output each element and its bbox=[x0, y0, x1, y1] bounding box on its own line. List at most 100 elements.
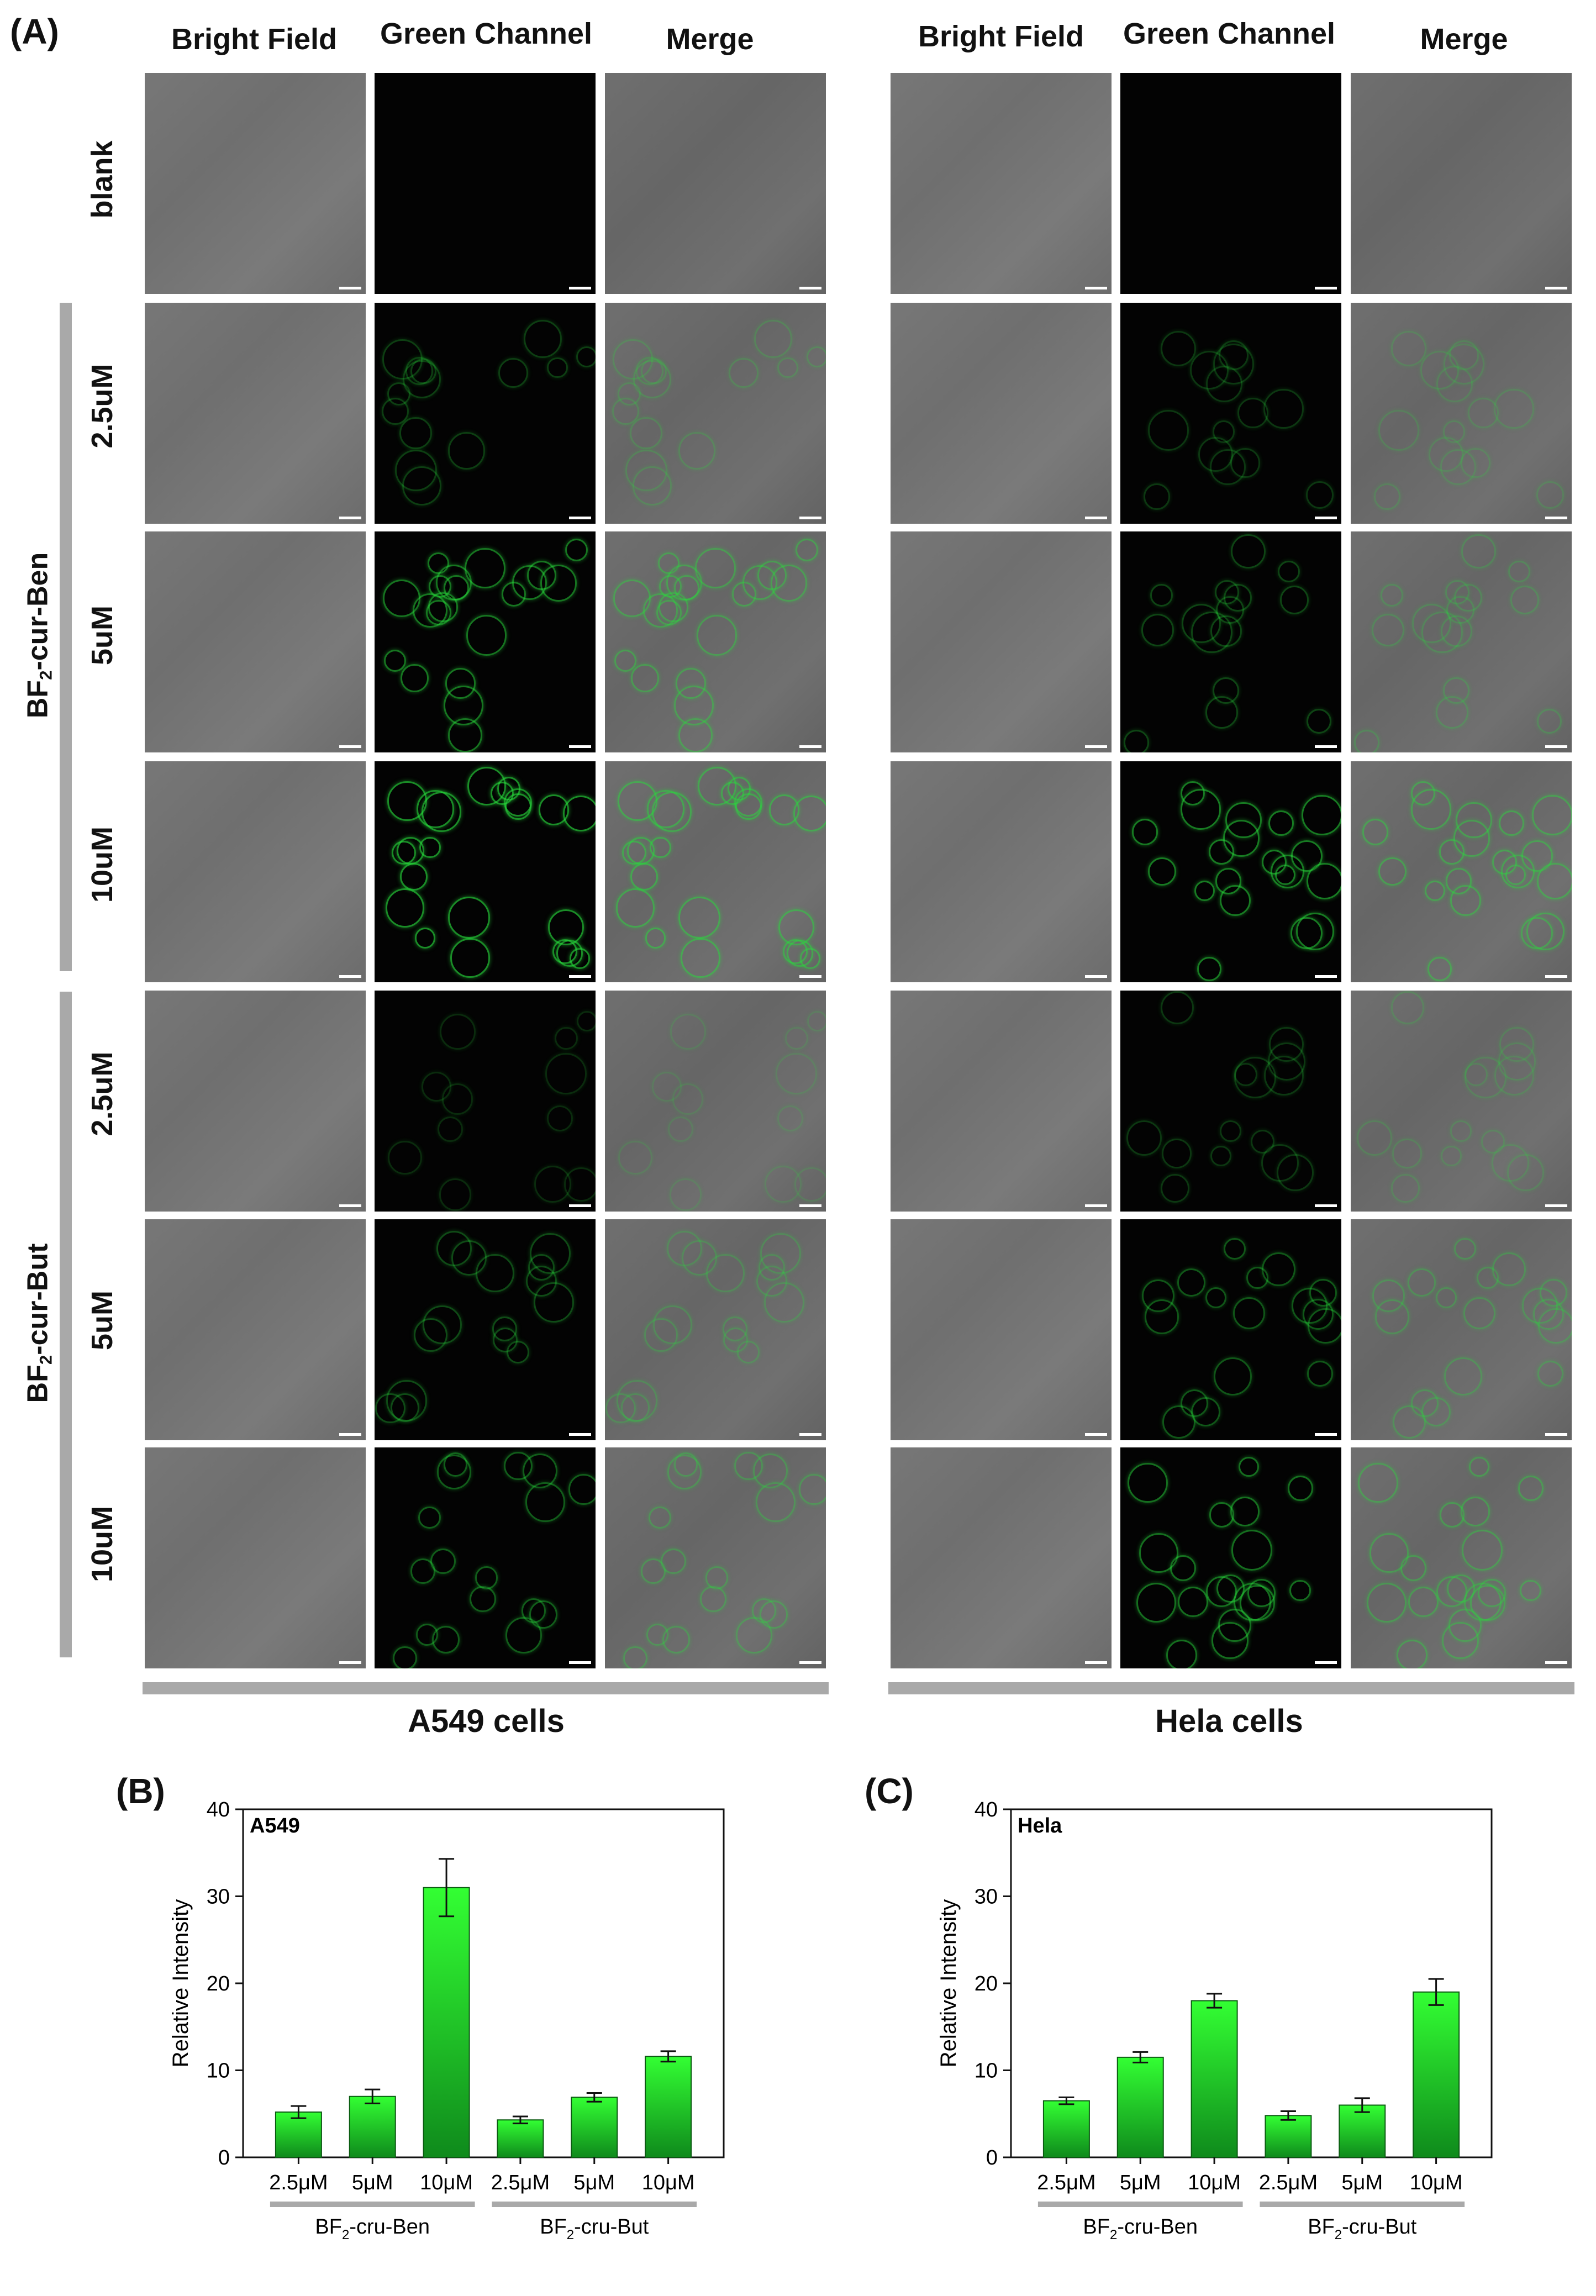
cell-fluorescence bbox=[1372, 1279, 1405, 1312]
cell-fluorescence bbox=[1378, 857, 1407, 886]
cell-fluorescence bbox=[1454, 1237, 1476, 1260]
cell-fluorescence bbox=[1271, 855, 1304, 888]
cell-fluorescence bbox=[1223, 820, 1260, 857]
scale-bar bbox=[569, 517, 591, 519]
cell-fluorescence bbox=[1306, 708, 1332, 734]
cell-fluorescence bbox=[798, 1474, 826, 1505]
cell-fluorescence bbox=[525, 1482, 566, 1523]
a549-tile-r1-mg bbox=[605, 303, 826, 524]
hela-tile-r2-mg bbox=[1351, 531, 1572, 752]
cell-fluorescence bbox=[1460, 1497, 1490, 1526]
cell-fluorescence bbox=[1205, 1287, 1227, 1308]
cell-fluorescence bbox=[1462, 1530, 1503, 1571]
scale-bar bbox=[1085, 517, 1107, 519]
cell-fluorescence bbox=[399, 862, 428, 891]
a549-tile-r2-gc bbox=[375, 531, 596, 752]
hela-tile-r1-gc bbox=[1120, 303, 1341, 524]
group-label-ben: BF2-cur-Ben bbox=[22, 552, 56, 719]
scale-bar bbox=[569, 1661, 591, 1664]
row-label-ben-10: 10uM bbox=[86, 826, 119, 903]
cell-fluorescence bbox=[1126, 1120, 1162, 1156]
scale-bar bbox=[339, 1433, 361, 1436]
a549-tile-r4-gc bbox=[375, 991, 596, 1212]
cell-fluorescence bbox=[1536, 708, 1562, 734]
scale-bar bbox=[799, 287, 821, 289]
cell-fluorescence bbox=[1469, 1456, 1489, 1477]
cell-fluorescence bbox=[399, 417, 432, 450]
x-tick-label: 5μM bbox=[573, 2171, 615, 2194]
hela-tile-r4-gc bbox=[1120, 991, 1341, 1212]
cell-fluorescence bbox=[631, 664, 659, 693]
cell-fluorescence bbox=[764, 1282, 805, 1323]
cell-fluorescence bbox=[1288, 1475, 1314, 1501]
hela-tile-r2-gc bbox=[1120, 531, 1341, 752]
scale-bar bbox=[1085, 1204, 1107, 1207]
cell-fluorescence bbox=[1147, 857, 1176, 886]
scale-bar bbox=[1315, 975, 1337, 978]
panel-c-label: (C) bbox=[865, 1771, 914, 1811]
cell-fluorescence bbox=[1357, 1120, 1393, 1156]
row-label-but-2-5: 2.5uM bbox=[86, 1051, 119, 1136]
y-tick-label: 0 bbox=[986, 2146, 998, 2169]
col-header-bright-field-hela: Bright Field bbox=[918, 20, 1084, 53]
cell-fluorescence bbox=[1510, 585, 1539, 614]
y-tick-label: 30 bbox=[207, 1886, 230, 1909]
hela-tile-r5-mg bbox=[1351, 1219, 1572, 1440]
cell-fluorescence bbox=[1367, 1582, 1407, 1623]
hela-tile-r1-mg bbox=[1351, 303, 1572, 524]
scale-bar bbox=[1315, 1204, 1337, 1207]
cell-fluorescence bbox=[552, 939, 578, 965]
cell-fluorescence bbox=[1230, 448, 1260, 478]
cell-fluorescence bbox=[1216, 1574, 1245, 1603]
scale-bar bbox=[339, 1661, 361, 1664]
cell-fluorescence bbox=[1180, 789, 1221, 830]
cell-fluorescence bbox=[760, 1233, 801, 1274]
cell-fluorescence bbox=[1442, 420, 1466, 443]
hela-tile-r3-gc bbox=[1120, 761, 1341, 982]
y-tick-label: 20 bbox=[207, 1972, 230, 1995]
cell-fluorescence bbox=[555, 1026, 578, 1050]
cell-fluorescence bbox=[645, 928, 666, 949]
cell-fluorescence bbox=[796, 538, 819, 561]
cell-fluorescence bbox=[656, 600, 682, 625]
cell-fluorescence bbox=[1518, 1475, 1544, 1501]
cell-fluorescence bbox=[1160, 991, 1194, 1024]
cell-fluorescence bbox=[1131, 819, 1158, 845]
scale-bar bbox=[339, 745, 361, 748]
hela-tile-r2-bf bbox=[891, 531, 1112, 752]
row-label-blank: blank bbox=[86, 140, 119, 219]
cell-fluorescence bbox=[1220, 1120, 1241, 1142]
cell-fluorescence bbox=[657, 552, 680, 575]
scale-bar bbox=[1545, 745, 1567, 748]
col-header-merge-hela: Merge bbox=[1420, 23, 1508, 56]
bar bbox=[1339, 2104, 1386, 2158]
a549-tile-r2-bf bbox=[145, 531, 366, 752]
scale-bar bbox=[799, 1204, 821, 1207]
col-header-bright-field-a549: Bright Field bbox=[171, 23, 337, 56]
scale-bar bbox=[1545, 517, 1567, 519]
cell-fluorescence bbox=[1141, 614, 1174, 647]
cell-fluorescence bbox=[618, 781, 657, 821]
cell-fluorescence bbox=[615, 888, 655, 928]
x-tick-label: 10μM bbox=[420, 2171, 473, 2194]
cell-fluorescence bbox=[755, 1482, 796, 1523]
cell-fluorescence bbox=[1239, 1456, 1259, 1477]
cell-fluorescence bbox=[1307, 1361, 1334, 1387]
a549-tile-r5-gc bbox=[375, 1219, 596, 1440]
cell-fluorescence bbox=[1141, 1279, 1174, 1312]
cell-fluorescence bbox=[1498, 810, 1525, 836]
cell-fluorescence bbox=[375, 1393, 405, 1424]
cell-fluorescence bbox=[1160, 330, 1197, 367]
cell-fluorescence bbox=[618, 1140, 652, 1175]
scale-bar bbox=[1545, 975, 1567, 978]
cell-fluorescence bbox=[605, 1393, 636, 1424]
x-tick-label: 2.5μM bbox=[1037, 2171, 1095, 2194]
cell-fluorescence bbox=[1400, 1555, 1427, 1581]
scale-bar bbox=[1085, 287, 1107, 289]
y-axis-title: Relative Intensity bbox=[936, 1899, 961, 2068]
cell-fluorescence bbox=[1453, 820, 1490, 857]
cell-fluorescence bbox=[1210, 1145, 1231, 1167]
cell-fluorescence bbox=[564, 1167, 596, 1202]
cell-fluorescence bbox=[1212, 420, 1235, 443]
